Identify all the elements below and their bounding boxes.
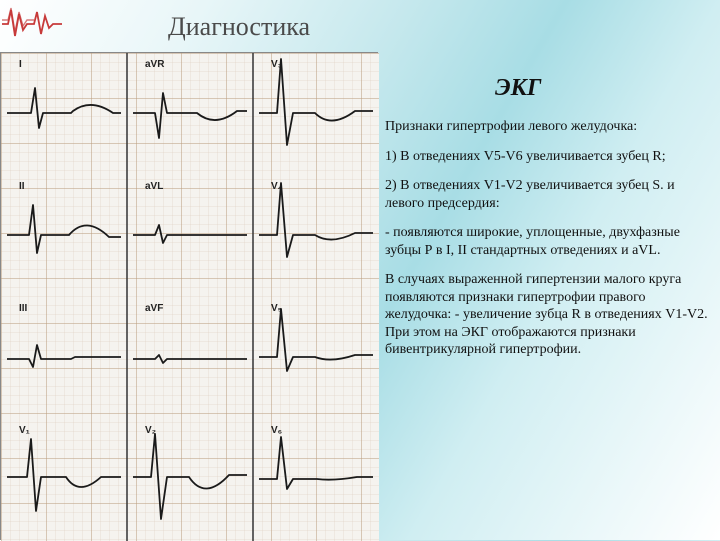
section-subtitle: ЭКГ <box>495 75 541 102</box>
ecg-lead-cell: III <box>1 297 127 419</box>
ecg-lead-cell: V₃ <box>253 53 379 175</box>
ecg-lead-cell: II <box>1 175 127 297</box>
ecg-lead-cell: aVF <box>127 297 253 419</box>
ecg-lead-cell: aVL <box>127 175 253 297</box>
paragraph: Признаки гипертрофии левого желудочка: <box>385 118 710 136</box>
ecg-lead-cell: aVR <box>127 53 253 175</box>
ecg-lead-cell: I <box>1 53 127 175</box>
ecg-lead-cell: V₆ <box>253 419 379 541</box>
body-text: Признаки гипертрофии левого желудочка: 1)… <box>385 118 710 371</box>
paragraph: 2) В отведениях V1-V2 увеличивается зубе… <box>385 177 710 212</box>
ecg-lead-cell: V₂ <box>127 419 253 541</box>
heartbeat-logo-icon <box>2 2 62 42</box>
page-title: Диагностика <box>168 12 310 42</box>
ecg-lead-cell: V₅ <box>253 297 379 419</box>
paragraph: В случаях выраженной гипертензии малого … <box>385 271 710 359</box>
paragraph: 1) В отведениях V5-V6 увеличивается зубе… <box>385 148 710 166</box>
ecg-lead-cell: V₁ <box>1 419 127 541</box>
paragraph: - появляются широкие, уплощенные, двухфа… <box>385 224 710 259</box>
ecg-lead-cell: V₄ <box>253 175 379 297</box>
ecg-chart: IIIIIIV₁aVRaVLaVFV₂V₃V₄V₅V₆ <box>0 52 378 540</box>
